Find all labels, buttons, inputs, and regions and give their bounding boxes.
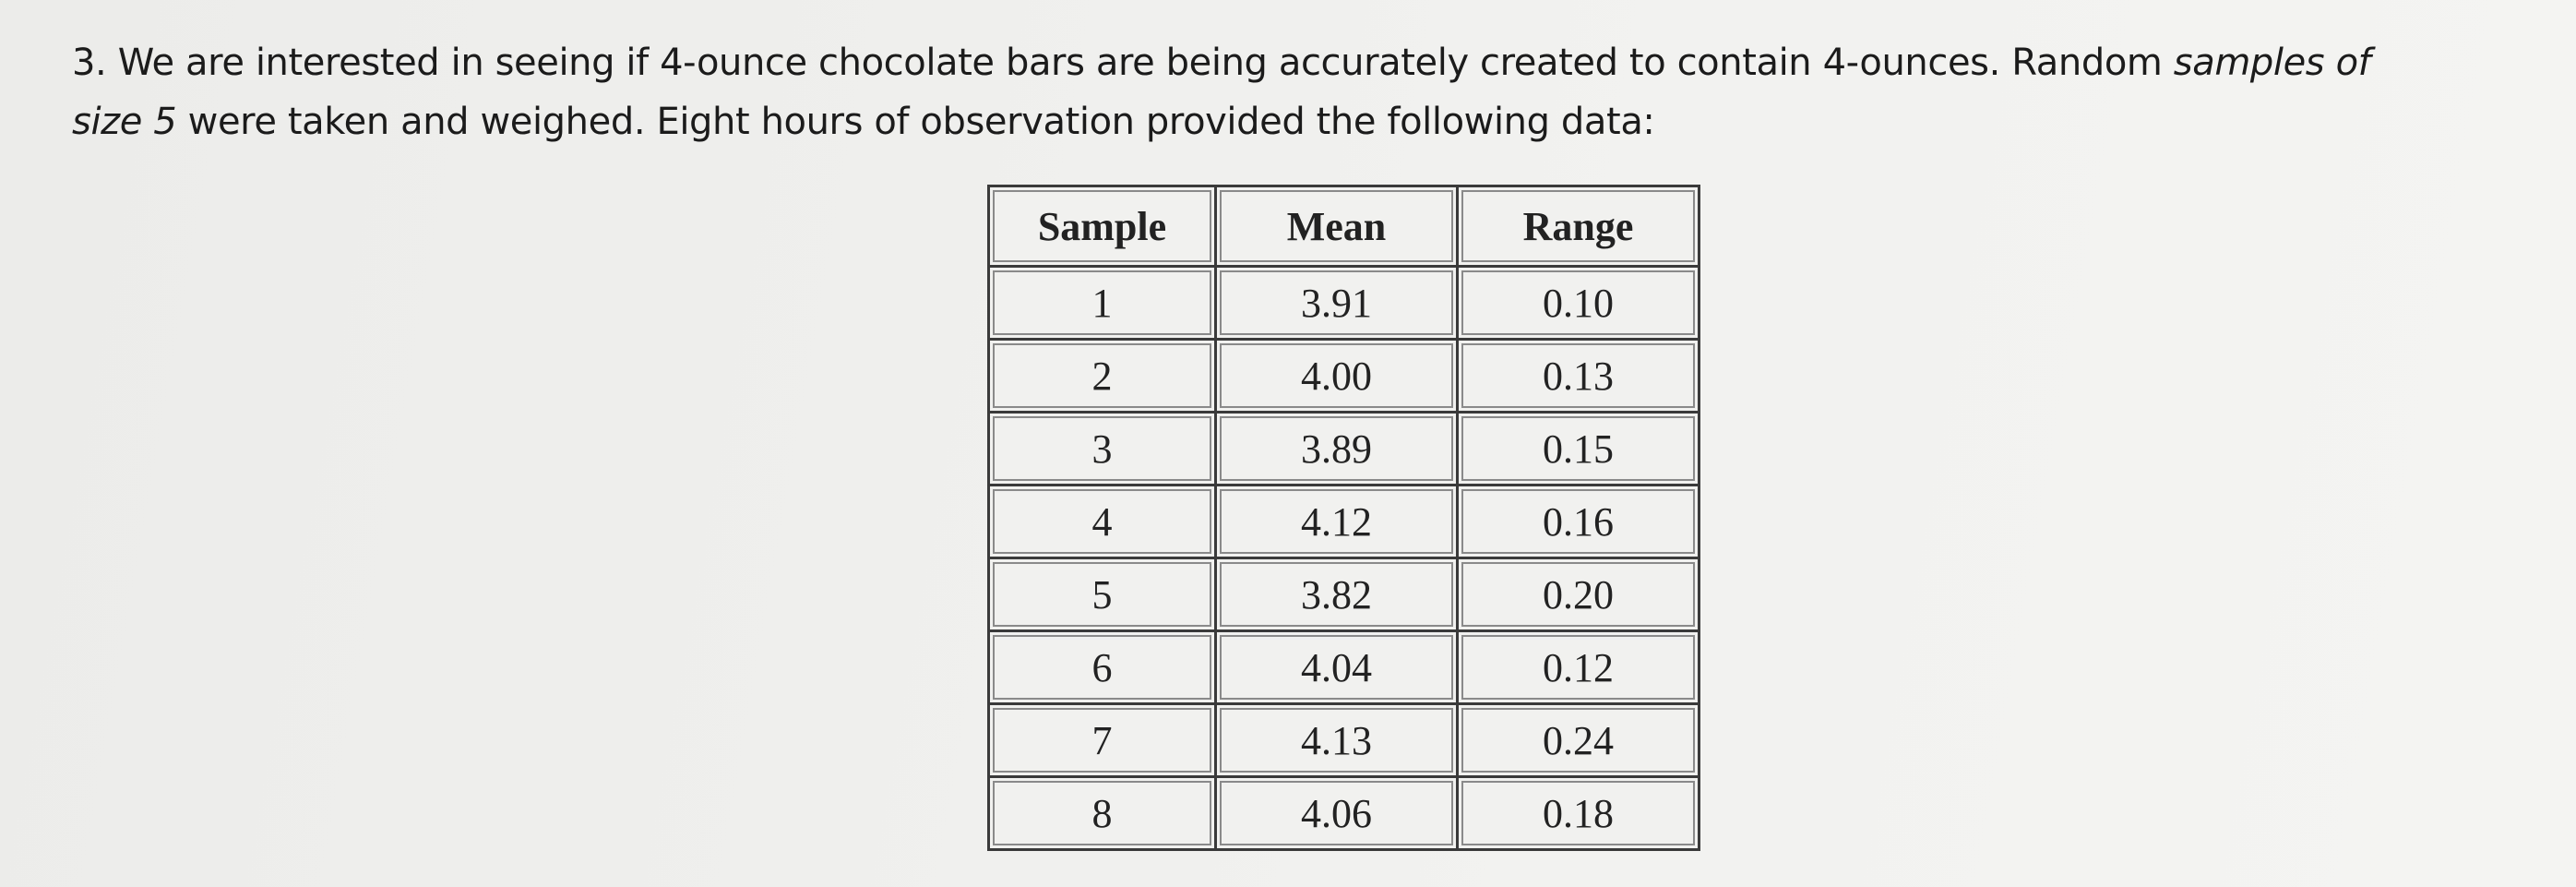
cell-range: 0.24	[1456, 702, 1700, 778]
cell-mean: 3.91	[1214, 265, 1459, 341]
header-mean: Mean	[1214, 185, 1459, 268]
cell-mean: 4.04	[1214, 629, 1459, 705]
cell-sample: 6	[987, 629, 1217, 705]
data-table: Sample Mean Range 1 3.91 0.10 2 4.00 0.1…	[987, 185, 1700, 851]
cell-mean: 4.00	[1214, 338, 1459, 414]
cell-sample: 5	[987, 557, 1217, 632]
table-row: 4 4.12 0.16	[987, 484, 1700, 559]
problem-line-1: 3. We are interested in seeing if 4-ounc…	[72, 33, 2545, 92]
problem-statement: 3. We are interested in seeing if 4-ounc…	[72, 33, 2545, 151]
header-sample: Sample	[987, 185, 1217, 268]
cell-sample: 8	[987, 775, 1217, 851]
problem-text-line-1: We are interested in seeing if 4-ounce c…	[117, 42, 2163, 84]
table-row: 8 4.06 0.18	[987, 775, 1700, 851]
problem-italic-phrase-2: size 5	[72, 101, 177, 143]
cell-range: 0.12	[1456, 629, 1700, 705]
cell-mean: 3.89	[1214, 411, 1459, 486]
table-row: 1 3.91 0.10	[987, 265, 1700, 341]
problem-line-2: size 5 were taken and weighed. Eight hou…	[72, 92, 2545, 151]
data-table-container: Sample Mean Range 1 3.91 0.10 2 4.00 0.1…	[987, 185, 1700, 851]
cell-range: 0.18	[1456, 775, 1700, 851]
cell-mean: 3.82	[1214, 557, 1459, 632]
cell-sample: 7	[987, 702, 1217, 778]
cell-sample: 2	[987, 338, 1217, 414]
problem-italic-phrase-1: samples of	[2173, 42, 2371, 84]
cell-range: 0.10	[1456, 265, 1700, 341]
table-row: 7 4.13 0.24	[987, 702, 1700, 778]
cell-mean: 4.12	[1214, 484, 1459, 559]
cell-mean: 4.13	[1214, 702, 1459, 778]
cell-range: 0.20	[1456, 557, 1700, 632]
table-row: 6 4.04 0.12	[987, 629, 1700, 705]
problem-number: 3.	[72, 42, 107, 84]
cell-sample: 4	[987, 484, 1217, 559]
cell-range: 0.13	[1456, 338, 1700, 414]
cell-sample: 3	[987, 411, 1217, 486]
cell-range: 0.16	[1456, 484, 1700, 559]
table-header-row: Sample Mean Range	[987, 185, 1700, 268]
header-range: Range	[1456, 185, 1700, 268]
table-row: 3 3.89 0.15	[987, 411, 1700, 486]
table-row: 5 3.82 0.20	[987, 557, 1700, 632]
cell-range: 0.15	[1456, 411, 1700, 486]
cell-sample: 1	[987, 265, 1217, 341]
problem-text-line-2: were taken and weighed. Eight hours of o…	[187, 101, 1655, 143]
table-row: 2 4.00 0.13	[987, 338, 1700, 414]
cell-mean: 4.06	[1214, 775, 1459, 851]
